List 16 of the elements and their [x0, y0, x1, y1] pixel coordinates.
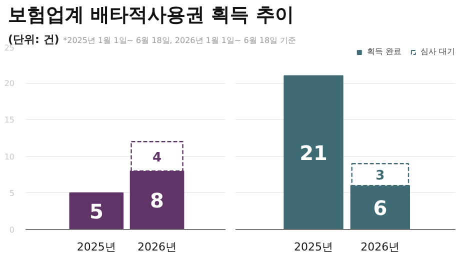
text: *2025년 1월 1일~ 6월 18일, 2026년 1월 1일~ 6월 18일 기준	[63, 36, 296, 46]
chart-subtitle: (단위: 건)	[8, 33, 60, 46]
legend-label: 심사 대기	[420, 46, 455, 57]
data-label: 3	[376, 168, 385, 184]
data-label: 8	[150, 188, 164, 213]
data-label: 6	[373, 196, 388, 220]
data-label: 5	[89, 200, 104, 224]
data-label: 4	[152, 150, 162, 166]
chart-title: 보험업계 배타적사용권 획득 추이	[8, 3, 295, 28]
bar	[69, 192, 124, 230]
x-tick-label: 2025년	[76, 240, 116, 254]
x-tick-label: 2026년	[138, 240, 177, 254]
data-label: 21	[300, 141, 328, 166]
x-tick-label: 2026년	[360, 240, 400, 254]
legend-label: 획득 완료	[366, 46, 402, 57]
x-tick-label: 2025년	[294, 240, 334, 254]
